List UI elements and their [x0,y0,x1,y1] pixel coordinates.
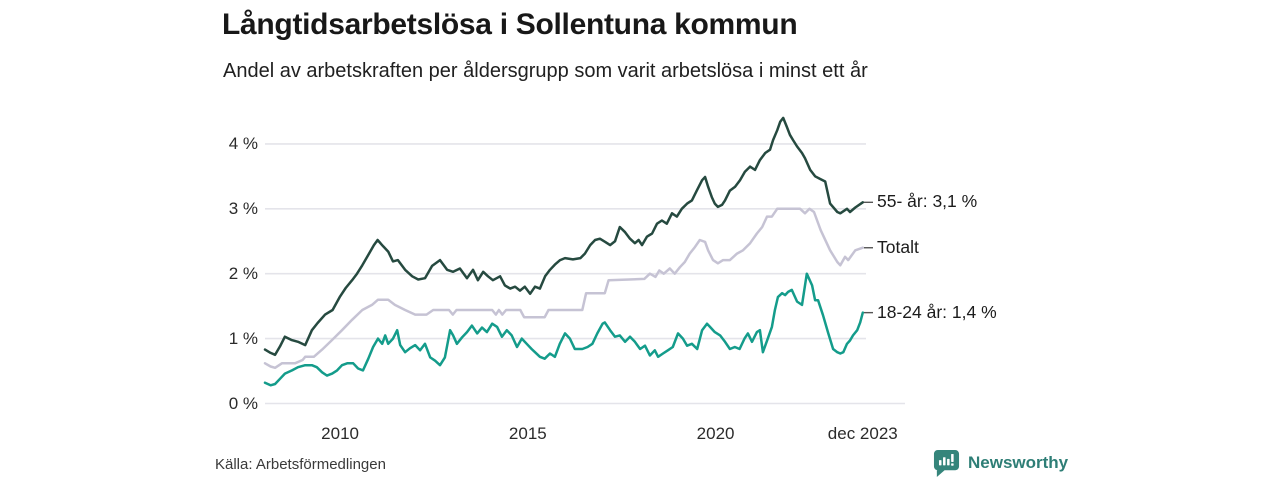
y-tick-label-3: 3 % [228,198,258,218]
newsworthy-logo-icon [933,449,960,477]
series-line-18-24-ar [263,272,865,387]
y-tick-label-0: 0 % [228,393,258,413]
source-note: Källa: Arbetsförmedlingen [215,456,386,473]
chart-title: Långtidsarbetslösa i Sollentuna kommun [222,8,798,41]
y-tick-label-2: 2 % [228,263,258,283]
series-line-totalt [263,207,865,370]
brand-name: Newsworthy [968,453,1069,472]
chart-subtitle: Andel av arbetskraften per åldersgrupp s… [223,60,868,82]
series-line-55-ar [263,116,865,357]
y-tick-label-1: 1 % [228,328,258,348]
x-tick-label-2010: 2010 [321,424,359,443]
series-end-label-totalt: Totalt [877,236,919,257]
x-tick-label-2020: 2020 [696,424,735,443]
x-tick-label-2015: 2015 [508,424,547,443]
y-tick-label-4: 4 % [228,133,258,153]
series-end-label-55-ar: 55- år: 3,1 % [877,191,978,212]
series-end-label-18-24-ar: 18-24 år: 1,4 % [877,301,997,322]
brand-footer: Newsworthy [933,449,1068,477]
x-tick-label-dec-2023: dec 2023 [827,424,898,443]
